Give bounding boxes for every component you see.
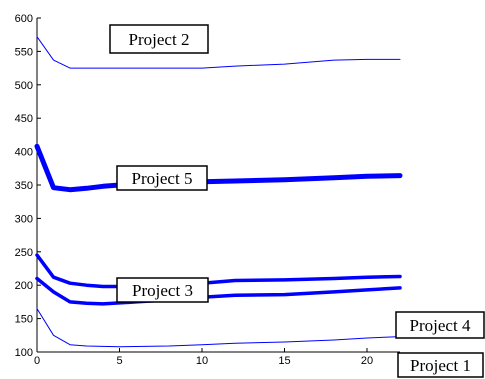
annotation-label: Project 1	[397, 352, 484, 378]
series-line-4	[35, 253, 402, 289]
y-tick-label: 450	[15, 113, 33, 125]
axes: 100 150 200 250 300 350 400 450 500 550 600 0 5 10 15 2…	[15, 13, 400, 367]
series-line-2	[36, 36, 401, 69]
y-tick-label: 600	[15, 13, 33, 25]
y-tick-label: 550	[15, 46, 33, 58]
annotation-label: Project 2	[109, 24, 209, 54]
annotation-text: Project 5	[132, 169, 193, 188]
annotation-text: Project 3	[132, 281, 193, 300]
y-tick-label: 100	[15, 347, 33, 359]
x-tick-label: 20	[361, 355, 373, 367]
annotation-text: Project 2	[129, 30, 190, 49]
y-tick-label: 350	[15, 180, 33, 192]
series-group	[34, 36, 403, 348]
x-tick-label: 15	[278, 355, 290, 367]
annotation-label: Project 4	[395, 311, 485, 339]
x-tick-label: 10	[196, 355, 208, 367]
y-tick-label: 400	[15, 147, 33, 159]
y-tick-label: 500	[15, 80, 33, 92]
annotation-label: Project 3	[116, 277, 209, 303]
y-tick-label: 250	[15, 247, 33, 259]
annotation-text: Project 1	[410, 356, 471, 375]
series-line-1	[36, 308, 401, 348]
y-tick-label: 300	[15, 213, 33, 225]
x-tick-label: 0	[34, 355, 40, 367]
series-line-5	[34, 143, 403, 193]
x-tick-label: 5	[116, 355, 122, 367]
annotation-text: Project 4	[410, 316, 471, 335]
annotation-label: Project 5	[116, 165, 208, 191]
annotation-group: Project 2 Project 5 Project 3 Project 4 Proj…	[109, 24, 485, 378]
y-tick-label: 200	[15, 280, 33, 292]
y-tick-label: 150	[15, 314, 33, 326]
